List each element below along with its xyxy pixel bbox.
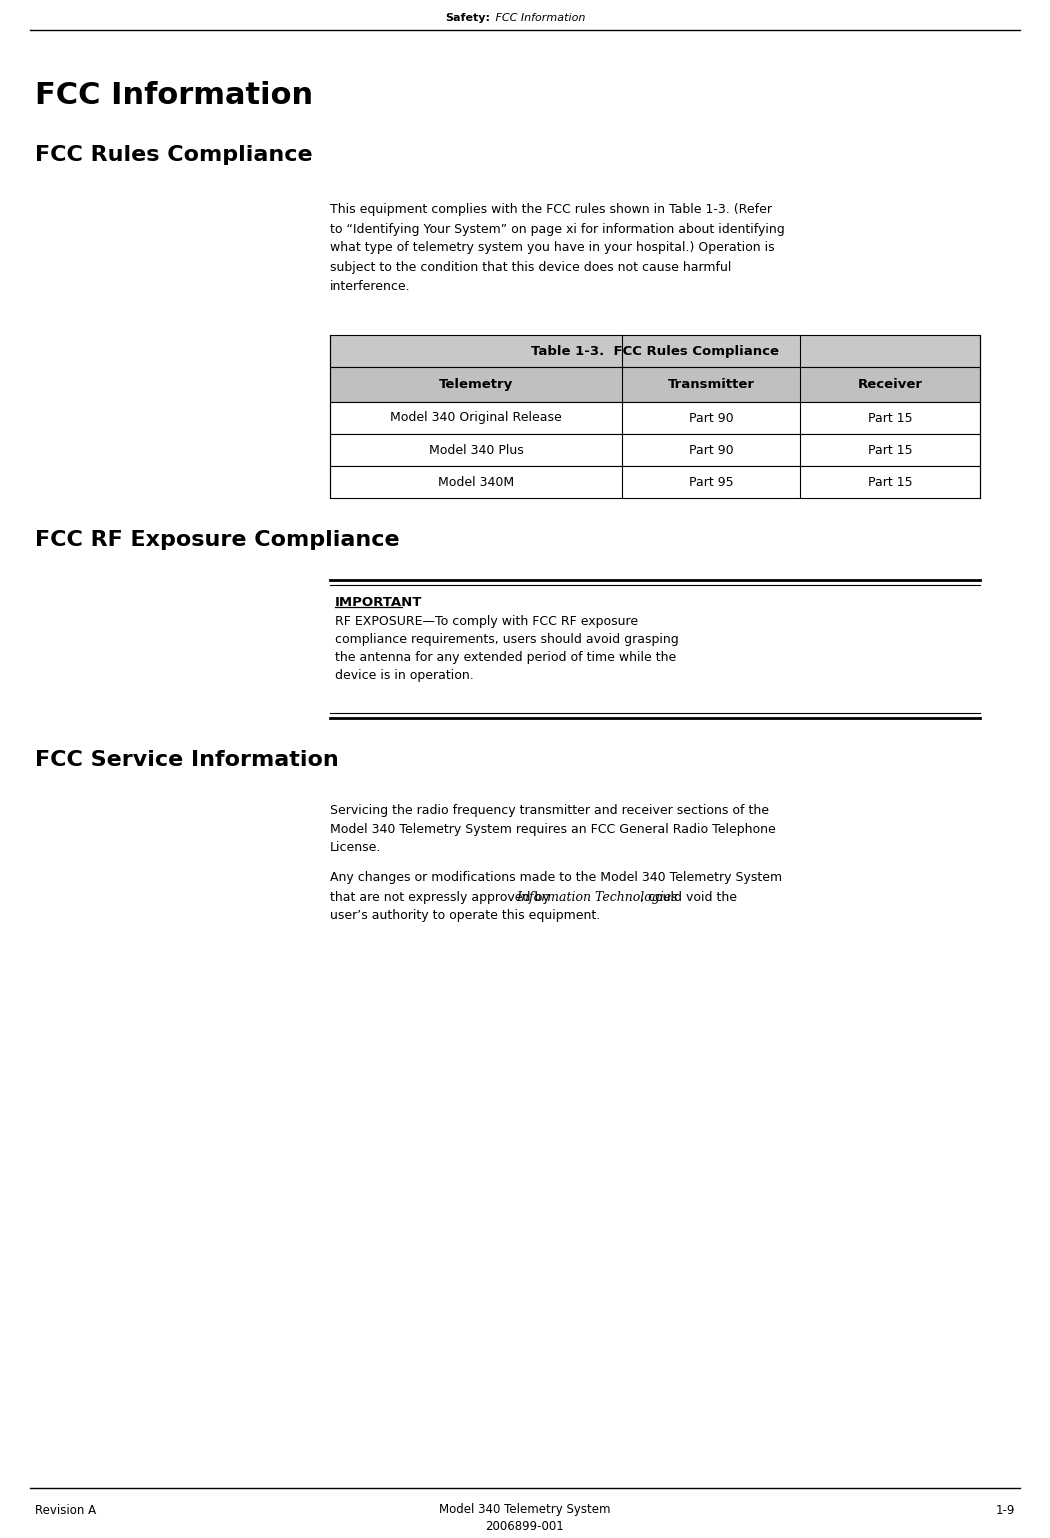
Text: Part 90: Part 90: [689, 412, 733, 424]
Text: FCC Information: FCC Information: [35, 80, 313, 109]
Text: IMPORTANT: IMPORTANT: [335, 595, 422, 609]
Text: 1-9: 1-9: [995, 1504, 1015, 1516]
Bar: [330, 335, 980, 368]
Text: what type of telemetry system you have in your hospital.) Operation is: what type of telemetry system you have i…: [330, 241, 775, 254]
Text: Any changes or modifications made to the Model 340 Telemetry System: Any changes or modifications made to the…: [330, 872, 782, 884]
Text: FCC Service Information: FCC Service Information: [35, 751, 339, 771]
Text: to “Identifying Your System” on page xi for information about identifying: to “Identifying Your System” on page xi …: [330, 223, 784, 235]
Text: Model 340 Original Release: Model 340 Original Release: [391, 412, 562, 424]
Bar: [330, 434, 980, 466]
Text: Part 15: Part 15: [867, 443, 912, 457]
Text: Model 340 Telemetry System requires an FCC General Radio Telephone: Model 340 Telemetry System requires an F…: [330, 823, 776, 835]
Text: Part 95: Part 95: [689, 475, 733, 489]
Text: interference.: interference.: [330, 280, 411, 292]
Text: subject to the condition that this device does not cause harmful: subject to the condition that this devic…: [330, 260, 732, 274]
Text: Safety:: Safety:: [445, 12, 490, 23]
Text: , could void the: , could void the: [640, 891, 737, 903]
Text: Model 340 Plus: Model 340 Plus: [428, 443, 523, 457]
Text: FCC RF Exposure Compliance: FCC RF Exposure Compliance: [35, 531, 400, 551]
Text: Receiver: Receiver: [858, 378, 923, 391]
Text: user’s authority to operate this equipment.: user’s authority to operate this equipme…: [330, 909, 601, 923]
Text: Telemetry: Telemetry: [439, 378, 513, 391]
Text: Model 340 Telemetry System: Model 340 Telemetry System: [439, 1504, 611, 1516]
Bar: [330, 368, 980, 401]
Text: 2006899-001: 2006899-001: [485, 1520, 565, 1532]
Text: Part 15: Part 15: [867, 475, 912, 489]
Bar: [330, 466, 980, 498]
Text: Part 15: Part 15: [867, 412, 912, 424]
Text: that are not expressly approved by: that are not expressly approved by: [330, 891, 553, 903]
Text: Information Technologies: Information Technologies: [516, 891, 677, 903]
Text: FCC Rules Compliance: FCC Rules Compliance: [35, 145, 313, 165]
Text: Part 90: Part 90: [689, 443, 733, 457]
Text: Table 1-3.  FCC Rules Compliance: Table 1-3. FCC Rules Compliance: [531, 345, 779, 357]
Text: This equipment complies with the FCC rules shown in Table 1-3. (Refer: This equipment complies with the FCC rul…: [330, 203, 772, 217]
Text: FCC Information: FCC Information: [492, 12, 586, 23]
Text: device is in operation.: device is in operation.: [335, 669, 474, 683]
Text: Model 340M: Model 340M: [438, 475, 514, 489]
Text: the antenna for any extended period of time while the: the antenna for any extended period of t…: [335, 652, 676, 664]
Text: Servicing the radio frequency transmitter and receiver sections of the: Servicing the radio frequency transmitte…: [330, 803, 769, 817]
Text: Transmitter: Transmitter: [668, 378, 755, 391]
Bar: [330, 401, 980, 434]
Text: License.: License.: [330, 841, 381, 855]
Text: Revision A: Revision A: [35, 1504, 97, 1516]
Text: compliance requirements, users should avoid grasping: compliance requirements, users should av…: [335, 634, 678, 646]
Text: RF EXPOSURE—To comply with FCC RF exposure: RF EXPOSURE—To comply with FCC RF exposu…: [335, 615, 638, 629]
